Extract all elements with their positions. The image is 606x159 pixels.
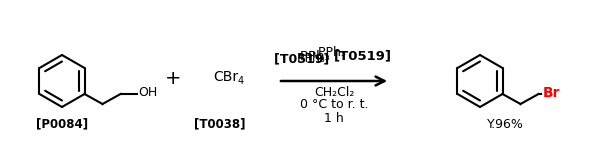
Text: 1 h: 1 h xyxy=(324,111,344,124)
Text: PPh₃: PPh₃ xyxy=(297,52,329,66)
Text: Br: Br xyxy=(542,86,560,100)
Text: OH: OH xyxy=(139,86,158,100)
Text: [T0038]: [T0038] xyxy=(195,118,246,131)
Text: +: + xyxy=(165,69,181,89)
Text: 0 °C to r. t.: 0 °C to r. t. xyxy=(300,98,368,111)
Text: PPh₃: PPh₃ xyxy=(318,46,350,59)
Text: PPh₃: PPh₃ xyxy=(300,49,334,62)
Text: CH₂Cl₂: CH₂Cl₂ xyxy=(314,86,354,98)
Text: [T0519]: [T0519] xyxy=(239,52,329,66)
Text: [P0084]: [P0084] xyxy=(36,118,88,131)
Text: 4: 4 xyxy=(238,76,244,86)
Text: CBr: CBr xyxy=(213,70,238,84)
Text: Y.96%: Y.96% xyxy=(487,118,524,131)
Text: [T0519]: [T0519] xyxy=(334,49,392,62)
